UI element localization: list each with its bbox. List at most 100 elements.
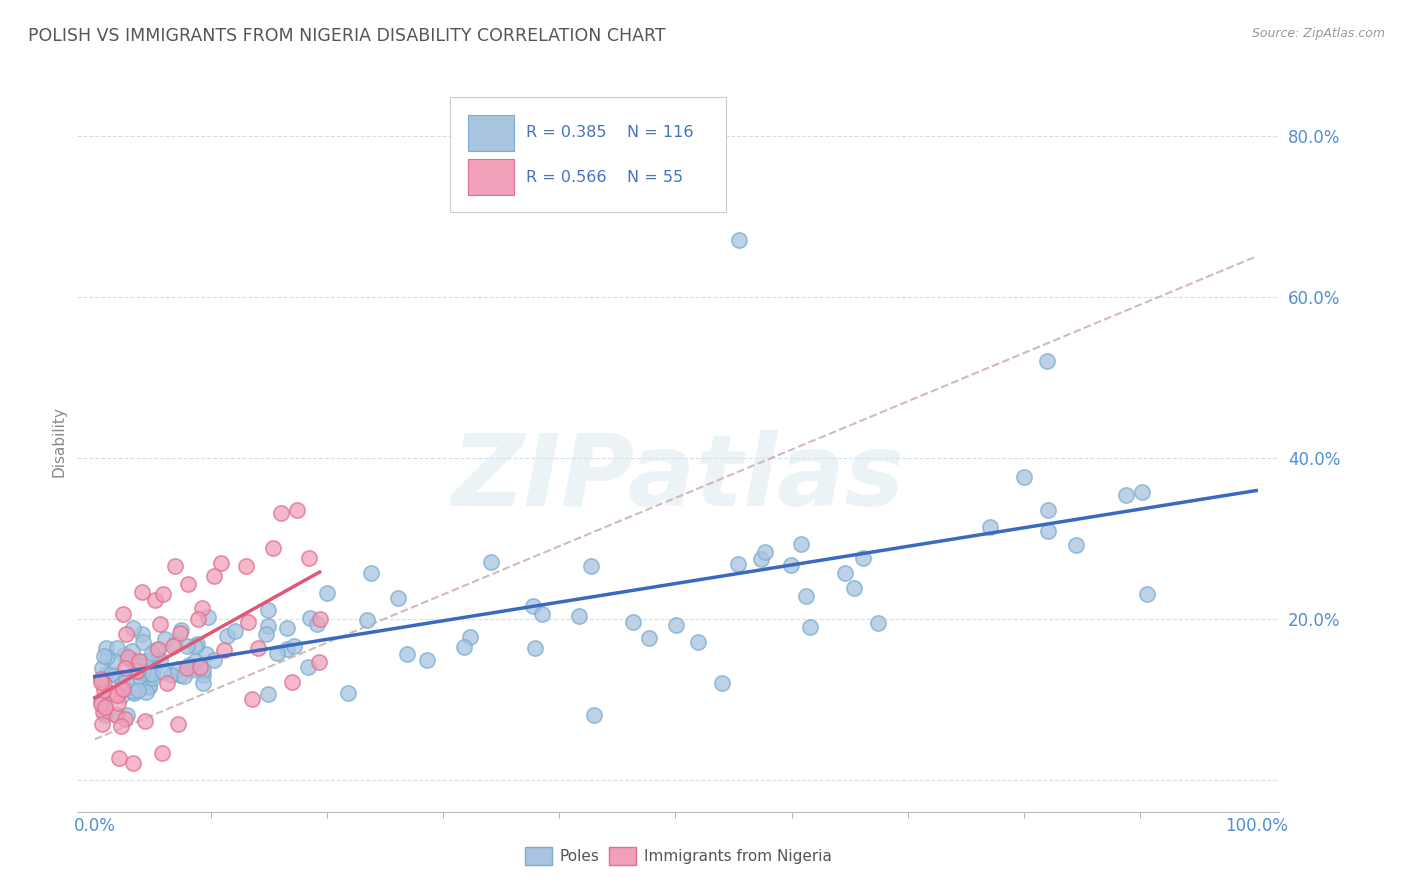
Point [104,686,127,700]
Point [270,506,292,520]
Point [479,555,502,569]
Point [193,676,215,690]
Point [844,581,866,595]
Point [360,566,382,580]
Point [131,584,153,599]
Point [141,671,163,685]
Point [166,717,188,731]
Point [254,627,277,641]
Point [176,661,198,675]
Point [581,559,603,574]
Point [91,661,114,675]
Point [236,615,259,630]
Point [297,659,319,673]
Point [156,676,179,690]
Point [396,648,419,662]
Point [799,620,821,634]
Point [122,756,145,771]
Point [138,680,160,694]
Point [169,623,191,637]
Point [129,666,152,681]
Point [195,647,218,661]
Point [308,612,330,626]
Point [165,637,187,651]
Point [263,541,285,556]
Point [1012,469,1035,483]
Point [105,707,128,722]
Point [188,659,211,673]
Point [728,233,751,247]
Point [141,666,163,681]
Point [276,641,298,656]
Point [214,643,236,657]
Point [191,664,214,678]
Point [240,692,263,706]
Point [852,551,875,566]
Text: POLISH VS IMMIGRANTS FROM NIGERIA DISABILITY CORRELATION CHART: POLISH VS IMMIGRANTS FROM NIGERIA DISABI… [28,27,666,45]
Point [256,603,278,617]
Point [112,675,135,690]
Point [209,556,232,570]
Point [107,696,129,710]
Point [136,667,159,681]
Point [141,646,163,660]
Point [121,644,143,658]
Point [91,716,114,731]
Point [159,667,181,681]
Point [127,665,149,679]
Point [122,686,145,700]
Point [93,683,115,698]
Point [90,694,112,708]
Point [1036,524,1059,538]
Point [415,653,437,667]
Point [90,675,112,690]
Point [107,670,129,684]
Point [177,577,200,591]
FancyBboxPatch shape [450,97,727,212]
Point [138,679,160,693]
Point [257,619,280,633]
Point [749,552,772,566]
Point [115,673,138,688]
Point [665,617,688,632]
Point [117,649,139,664]
Point [336,686,359,700]
Point [91,705,114,719]
Point [1130,484,1153,499]
Point [100,667,122,681]
Point [530,607,553,621]
Point [90,672,112,686]
Point [96,650,118,665]
Point [176,639,198,653]
Point [94,640,117,655]
Point [638,631,661,645]
Point [128,655,150,669]
Point [256,686,278,700]
Point [356,613,378,627]
Point [190,600,212,615]
Point [1064,538,1087,552]
Point [105,640,128,655]
Point [120,653,142,667]
Point [453,640,475,654]
Point [979,519,1001,533]
Point [460,630,482,644]
Point [524,641,547,656]
Point [177,657,200,672]
Point [779,558,801,572]
Point [149,617,172,632]
Point [173,669,195,683]
Text: R = 0.566    N = 55: R = 0.566 N = 55 [526,169,683,185]
Point [143,592,166,607]
Point [169,625,191,640]
Point [145,642,167,657]
Legend: Poles, Immigrants from Nigeria: Poles, Immigrants from Nigeria [519,841,838,871]
Point [307,617,329,632]
Text: R = 0.385    N = 116: R = 0.385 N = 116 [526,125,693,140]
Point [1036,502,1059,516]
Point [108,751,131,765]
Text: ZIPatlas: ZIPatlas [451,430,905,527]
Point [103,654,125,668]
Point [122,621,145,635]
Point [202,653,225,667]
